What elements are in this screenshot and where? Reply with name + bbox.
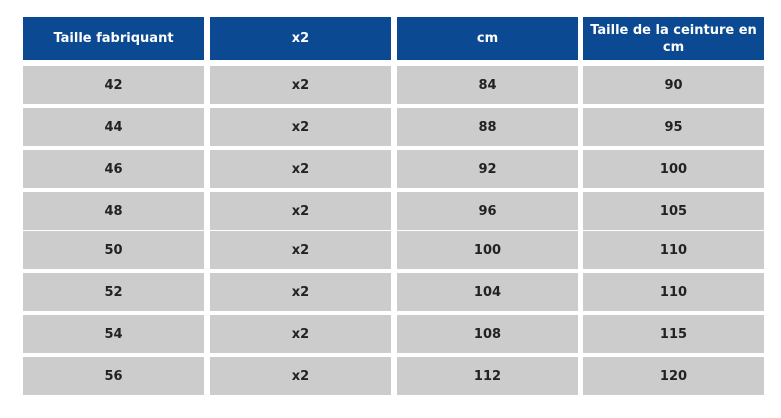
table-cell: 54	[23, 315, 204, 353]
table-cell: x2	[210, 192, 391, 230]
table-cell: 42	[23, 66, 204, 104]
table-cell: 50	[23, 231, 204, 269]
table-cell: 92	[397, 150, 578, 188]
table-cell: 104	[397, 273, 578, 311]
table-cell: 100	[583, 150, 764, 188]
table-cell: 88	[397, 108, 578, 146]
table-cell: x2	[210, 273, 391, 311]
table-cell: 48	[23, 192, 204, 230]
table-cell: 120	[583, 357, 764, 395]
table-cell: 90	[583, 66, 764, 104]
table-cell: 96	[397, 192, 578, 230]
table-cell: 110	[583, 273, 764, 311]
table-cell: 52	[23, 273, 204, 311]
table-cell: x2	[210, 315, 391, 353]
table-cell: x2	[210, 150, 391, 188]
table-cell: 115	[583, 315, 764, 353]
table-cell: x2	[210, 231, 391, 269]
table-cell: 105	[583, 192, 764, 230]
table-cell: 112	[397, 357, 578, 395]
header-cell: cm	[397, 17, 578, 60]
table-cell: x2	[210, 357, 391, 395]
table-cell: 108	[397, 315, 578, 353]
table-cell: 110	[583, 231, 764, 269]
table-cell: 56	[23, 357, 204, 395]
table-cell: x2	[210, 66, 391, 104]
table-cell: 44	[23, 108, 204, 146]
header-cell: x2	[210, 17, 391, 60]
header-cell: Taille de la ceinture en cm	[583, 17, 764, 60]
table-cell: 46	[23, 150, 204, 188]
table-cell: 84	[397, 66, 578, 104]
table-cell: 100	[397, 231, 578, 269]
table-cell: x2	[210, 108, 391, 146]
header-cell: Taille fabriquant	[23, 17, 204, 60]
table-cell: 95	[583, 108, 764, 146]
